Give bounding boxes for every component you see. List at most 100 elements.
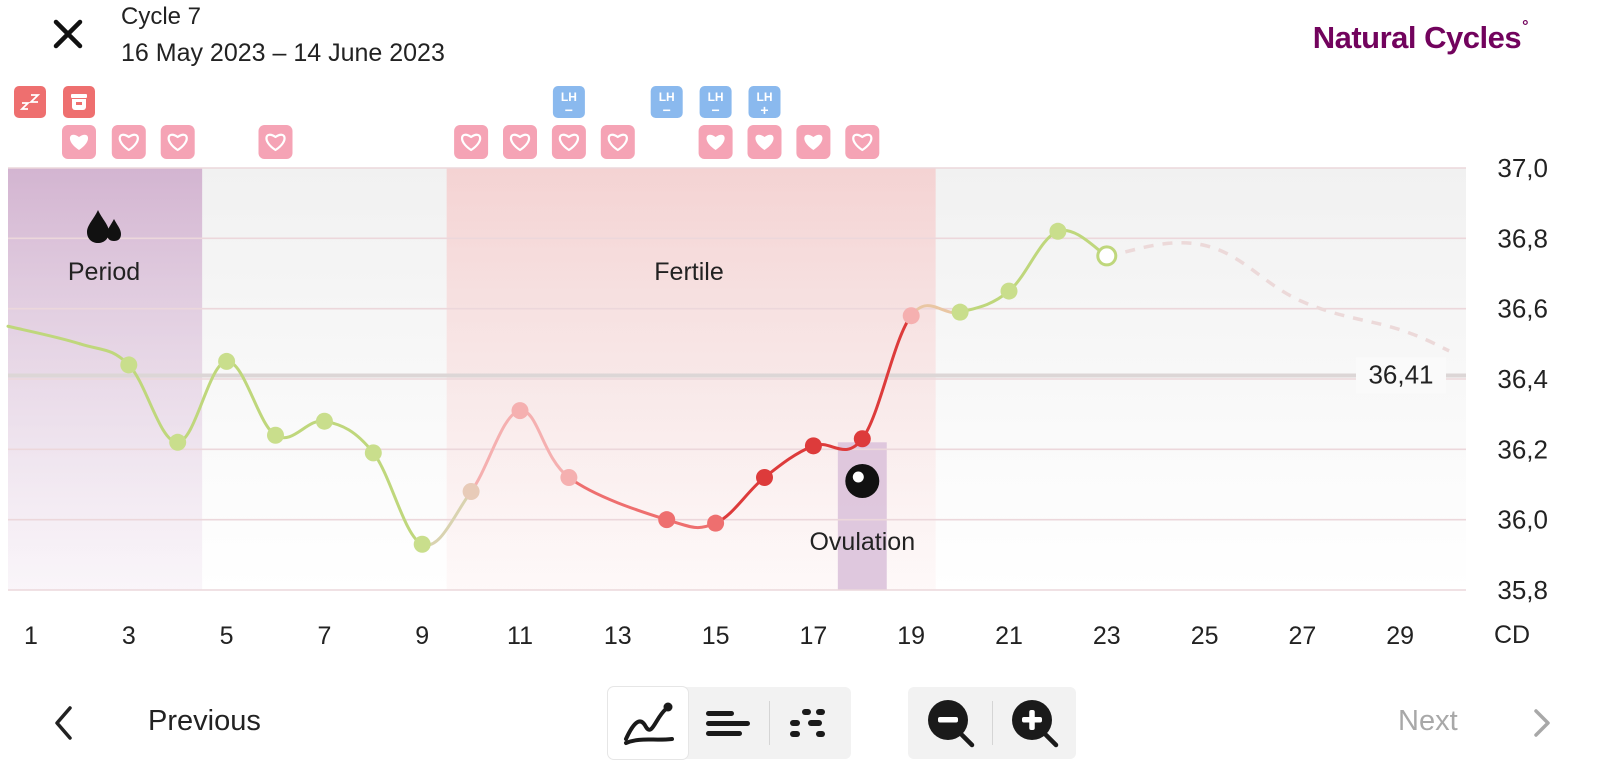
brand-logo: Natural Cycles° <box>1312 18 1529 56</box>
temperature-line <box>567 475 669 522</box>
brand-mark: ° <box>1522 18 1528 35</box>
previous-chevron-button[interactable] <box>46 705 82 741</box>
temperature-point <box>511 402 529 420</box>
coverline-label-bg <box>1356 357 1446 394</box>
y-tick-label: 37,0 <box>1497 153 1548 183</box>
fertile-label: Fertile <box>654 258 723 286</box>
temperature-point <box>756 468 773 486</box>
temperature-point <box>218 352 236 370</box>
temperature-point <box>1000 282 1018 300</box>
chevron-left-icon <box>55 706 72 740</box>
line-chart-view-button[interactable] <box>608 687 688 759</box>
pregnancy-test-icon <box>63 86 95 118</box>
lh-negative-icon: LH− <box>552 86 585 118</box>
zoom-divider <box>992 701 993 745</box>
heart-outline-icon <box>503 125 537 159</box>
x-tick-label: 13 <box>604 622 632 650</box>
heart-outline-icon <box>551 125 586 159</box>
heart-filled-icon <box>698 125 733 159</box>
previous-button[interactable]: Previous <box>148 705 261 737</box>
heart-outline-icon <box>454 125 489 159</box>
zoom-in-button[interactable] <box>992 687 1076 759</box>
zoom-in-icon <box>1012 700 1059 748</box>
x-tick-label: 5 <box>220 622 234 650</box>
brand-name: Natural Cycles <box>1312 20 1522 55</box>
zoom-out-button[interactable] <box>908 687 992 759</box>
bottom-bar: Previous <box>0 685 1600 765</box>
coverline-label: 36,41 <box>1368 359 1433 389</box>
lh-text: LH <box>659 90 675 104</box>
list-view-button[interactable] <box>688 687 768 759</box>
temperature-point <box>315 412 333 430</box>
cycle-title: Cycle 7 <box>121 3 202 30</box>
x-tick-label: 29 <box>1386 622 1414 650</box>
lh-text: LH <box>708 90 724 104</box>
x-tick-label: 15 <box>702 622 730 650</box>
y-tick-label: 36,0 <box>1497 505 1548 535</box>
x-tick-label: 17 <box>799 622 827 650</box>
temperature-point <box>853 430 871 448</box>
sleep-icon <box>14 86 46 118</box>
heart-filled-icon <box>747 125 782 159</box>
lh-sign: − <box>663 102 671 118</box>
temperature-point <box>169 433 187 451</box>
y-tick-label: 36,6 <box>1497 294 1548 324</box>
chevron-right-icon <box>1534 709 1550 737</box>
x-tick-label: 7 <box>317 622 331 650</box>
temperature-line <box>860 314 913 441</box>
heart-outline-icon <box>258 125 293 159</box>
lh-negative-icon: LH− <box>650 86 683 118</box>
ovulation-label: Ovulation <box>809 528 915 556</box>
lh-negative-icon: LH− <box>699 86 732 118</box>
x-tick-label: 3 <box>122 622 136 650</box>
next-chevron-button[interactable] <box>1524 705 1560 741</box>
heart-outline-icon <box>845 125 880 159</box>
lh-text: LH <box>561 90 577 104</box>
y-tick-label: 36,2 <box>1497 434 1548 464</box>
heart-outline-icon <box>600 125 635 159</box>
cycle-date-range: 16 May 2023 – 14 June 2023 <box>121 39 445 67</box>
heart-outline-icon <box>160 125 195 159</box>
dots-view-button[interactable] <box>770 687 850 759</box>
temperature-line <box>6 324 82 346</box>
y-tick-label: 36,8 <box>1497 223 1548 253</box>
x-tick-label: 27 <box>1288 622 1316 650</box>
temperature-point <box>902 307 920 325</box>
close-icon <box>53 19 83 49</box>
x-tick-label: 23 <box>1093 622 1121 650</box>
zoom-controls <box>908 687 1076 759</box>
temperature-chart: 37,036,836,636,436,236,035,836,411 3 5 7 9 11… <box>6 86 1548 650</box>
x-tick-label: 21 <box>995 622 1023 650</box>
temperature-point <box>364 444 382 462</box>
temperature-point <box>658 511 676 529</box>
temperature-point <box>707 514 725 532</box>
x-tick-label: 19 <box>897 622 925 650</box>
x-tick-label: 11 <box>507 622 533 650</box>
y-tick-label: 36,4 <box>1497 364 1548 394</box>
lh-sign: + <box>760 102 768 118</box>
temperature-point <box>804 437 822 455</box>
bar-list-icon <box>706 711 750 736</box>
temperature-point <box>951 303 969 321</box>
temperature-point <box>1096 245 1118 267</box>
close-button[interactable] <box>46 12 90 56</box>
zoom-out-icon <box>928 700 975 748</box>
y-tick-label: 35,8 <box>1497 575 1548 605</box>
next-button[interactable]: Next <box>1398 705 1458 737</box>
x-tick-label: 9 <box>415 622 429 650</box>
lh-sign: − <box>712 102 720 118</box>
temperature-point <box>560 468 578 486</box>
heart-outline-icon <box>111 125 146 159</box>
view-switcher <box>608 687 851 759</box>
temperature-point <box>1049 222 1067 240</box>
x-axis-label: CD <box>1494 621 1530 649</box>
dot-grid-icon <box>790 709 825 737</box>
blood-drops-icon <box>87 210 121 243</box>
lh-positive-icon: LH+ <box>748 86 781 118</box>
heart-filled-icon <box>62 125 96 159</box>
x-tick-label: 1 <box>24 622 38 650</box>
ovulation-icon <box>845 464 880 498</box>
prediction-line <box>1106 241 1450 353</box>
temperature-point <box>120 356 138 374</box>
temperature-point <box>413 535 431 553</box>
